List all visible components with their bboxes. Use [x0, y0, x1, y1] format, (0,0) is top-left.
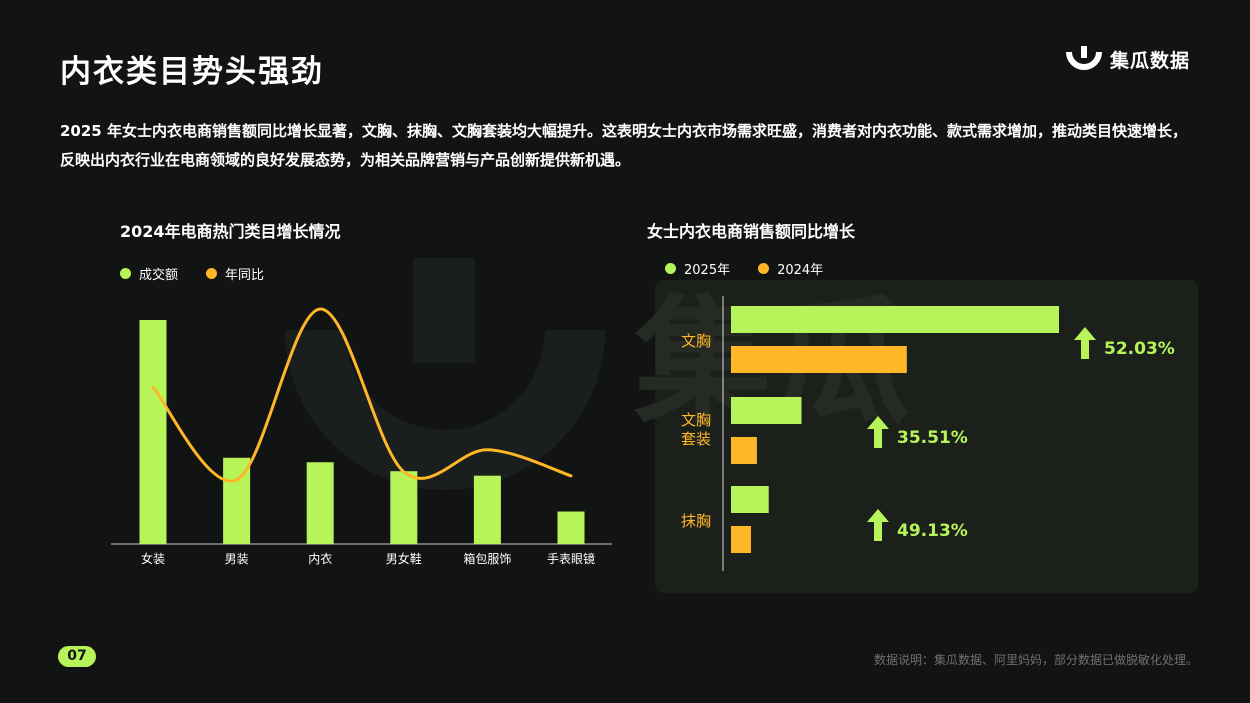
page-title: 内衣类目势头强劲: [60, 54, 324, 90]
legend-swatch: [206, 268, 218, 279]
left-chart-legend: 成交额 年同比: [120, 264, 264, 283]
legend-swatch: [120, 268, 131, 279]
source-note: 数据说明：集瓜数据、阿里妈妈，部分数据已做脱敏化处理。: [873, 653, 1198, 667]
line-yoy: [151, 307, 573, 483]
bar-2025: [731, 306, 1059, 333]
category-label: 套装: [681, 430, 711, 448]
legend-label: 2025年: [684, 263, 731, 278]
logo-text: 集瓜数据: [1110, 49, 1191, 72]
growth-label: 35.51%: [897, 428, 968, 448]
x-tick-label: 箱包服饰: [463, 551, 511, 566]
bar-turnover: [306, 462, 334, 544]
bar-2025: [731, 397, 802, 424]
bar-2024: [731, 346, 907, 373]
legend-swatch: [758, 263, 770, 274]
legend-item-yoy: 年同比: [206, 264, 264, 283]
page-number: 07: [58, 646, 96, 667]
up-arrow-icon: [1074, 327, 1096, 359]
bar-turnover: [390, 471, 418, 544]
right-chart-title: 女士内衣电商销售额同比增长: [647, 222, 856, 241]
bar-turnover: [557, 511, 585, 544]
left-chart-title: 2024年电商热门类目增长情况: [120, 222, 341, 241]
x-tick-label: 女装: [141, 551, 165, 566]
up-arrow-icon: [867, 416, 889, 448]
x-tick-label: 男女鞋: [386, 551, 422, 566]
x-tick-label: 手表眼镜: [547, 551, 595, 566]
growth-label: 49.13%: [897, 521, 968, 541]
growth-label: 52.03%: [1104, 339, 1175, 359]
bar-turnover: [473, 475, 501, 544]
legend-label: 2024年: [777, 263, 824, 278]
legend-label: 成交额: [139, 268, 179, 283]
legend-label: 年同比: [225, 268, 265, 283]
legend-item-turnover: 成交额: [120, 264, 178, 283]
category-label: 抹胸: [681, 512, 711, 530]
category-label: 文胸: [681, 332, 711, 350]
bar-2024: [731, 526, 752, 553]
legend-swatch: [665, 263, 676, 274]
legend-item-2024: 2024年: [758, 259, 823, 278]
right-chart-legend: 2025年 2024年: [665, 259, 823, 278]
bar-2025: [731, 486, 769, 513]
up-arrow-icon: [867, 509, 889, 541]
page-description: 2025 年女士内衣电商销售额同比增长显著，文胸、抹胸、文胸套装均大幅提升。这表…: [60, 122, 1187, 169]
brand-logo: 集瓜数据: [1066, 44, 1190, 74]
background-logo-shape: [413, 258, 475, 363]
legend-item-2025: 2025年: [665, 259, 730, 278]
bar-2024: [731, 437, 757, 464]
jigua-logo-icon: [1066, 46, 1102, 70]
category-label: 文胸: [681, 411, 711, 429]
x-tick-label: 男装: [225, 552, 249, 566]
background-logo-shape: [285, 329, 605, 490]
bar-turnover: [139, 320, 167, 544]
x-tick-label: 内衣: [308, 551, 332, 566]
